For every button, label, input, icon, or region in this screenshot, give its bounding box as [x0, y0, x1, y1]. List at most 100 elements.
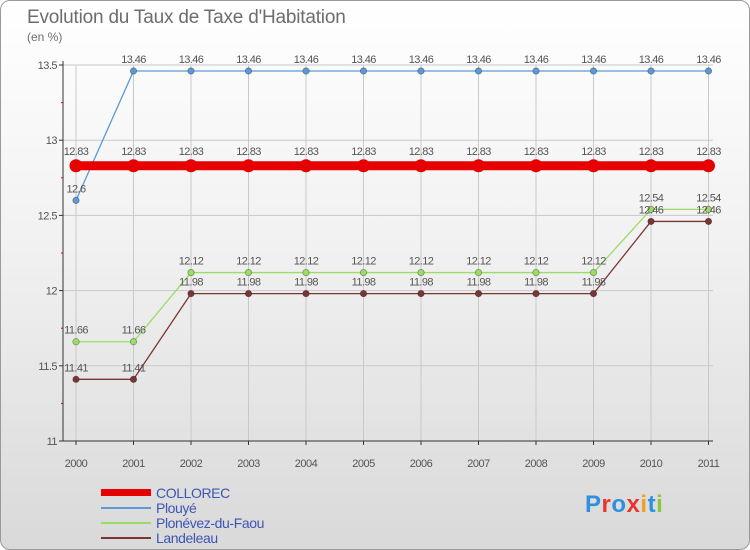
data-label: 12.83 [696, 146, 721, 158]
data-label: 12.12 [294, 256, 319, 268]
data-point [72, 196, 80, 204]
data-point [414, 159, 428, 173]
data-point [129, 338, 138, 346]
data-label: 12.83 [121, 146, 146, 158]
data-label: 13.46 [639, 54, 664, 66]
y-tick-label: 11.5 [38, 361, 57, 373]
logo-letter: t [647, 491, 657, 518]
data-label: 13.46 [409, 54, 434, 66]
data-point [417, 290, 425, 298]
legend-label: Plouyé [156, 499, 197, 516]
data-label: 12.12 [236, 256, 261, 268]
data-label: 13.46 [121, 54, 146, 66]
data-point [589, 290, 598, 298]
logo-letter: x [626, 491, 641, 518]
data-point [242, 159, 255, 173]
data-label: 12.46 [696, 204, 721, 216]
chart-title: Evolution du Taux de Taxe d'Habitation [27, 7, 346, 28]
legend-label: Plonévez-du-Faou [156, 514, 264, 531]
data-label: 11.98 [352, 277, 376, 289]
y-tick-label: 12 [46, 286, 58, 298]
data-label: 11.98 [524, 277, 548, 289]
data-point [474, 290, 483, 298]
data-point [187, 268, 195, 277]
x-tick-label: 2005 [352, 458, 375, 470]
data-label: 11.98 [409, 277, 433, 289]
y-tick-label: 11 [47, 436, 58, 448]
data-label: 12.54 [639, 192, 664, 204]
data-point [129, 375, 138, 383]
logo-letter: i [656, 491, 664, 518]
legend-swatch [101, 536, 151, 539]
data-label: 12.83 [524, 146, 549, 158]
data-point [302, 290, 310, 298]
data-label: 12.12 [524, 256, 549, 268]
x-tick-label: 2003 [237, 458, 260, 470]
data-label: 11.98 [294, 277, 318, 289]
legend-swatch [101, 521, 151, 524]
x-tick-label: 2007 [467, 458, 490, 470]
data-point [647, 205, 655, 213]
proxiti-logo: Proxiti [585, 491, 663, 519]
data-label: 13.46 [179, 54, 204, 66]
data-point [302, 67, 310, 75]
y-tick-label: 13 [46, 135, 58, 147]
data-point [704, 205, 713, 213]
x-tick-label: 2006 [410, 458, 433, 470]
data-point [474, 268, 483, 277]
logo-letter: i [640, 491, 648, 518]
data-label: 13.46 [236, 54, 261, 66]
data-point [417, 268, 425, 277]
data-point [529, 159, 543, 173]
x-tick-label: 2001 [122, 458, 145, 470]
data-point [704, 217, 713, 226]
data-label: 13.46 [524, 54, 549, 66]
data-point [647, 67, 655, 75]
data-label: 13.46 [351, 54, 376, 66]
data-label: 12.12 [466, 256, 491, 268]
data-label: 12.83 [351, 146, 376, 158]
data-label: 11.98 [179, 277, 203, 289]
x-tick-label: 2011 [698, 458, 720, 470]
data-point [532, 67, 540, 75]
data-label: 11.98 [582, 277, 606, 289]
data-label: 12.83 [294, 146, 319, 158]
data-point [532, 290, 540, 298]
data-point [187, 67, 195, 75]
data-point [417, 67, 425, 75]
x-tick-label: 2010 [640, 458, 663, 470]
data-label: 13.46 [294, 54, 319, 66]
data-point [244, 290, 253, 298]
data-label: 13.46 [696, 54, 721, 66]
series-line [76, 208, 709, 343]
data-label: 11.41 [122, 362, 146, 374]
data-point [299, 159, 313, 173]
data-point [72, 375, 80, 383]
data-label: 12.83 [639, 146, 664, 158]
data-point [359, 268, 368, 277]
data-point [72, 338, 80, 346]
data-label: 12.54 [696, 192, 721, 204]
chart-series [69, 67, 715, 383]
data-label: 11.98 [467, 277, 491, 289]
x-tick-label: 2008 [525, 458, 548, 470]
data-point [704, 67, 713, 75]
series-line [76, 220, 709, 380]
data-label: 12.83 [179, 146, 204, 158]
data-label: 13.46 [581, 54, 606, 66]
data-point [647, 217, 655, 226]
data-label: 12.12 [581, 256, 606, 268]
data-point [359, 67, 368, 75]
data-point [589, 67, 598, 75]
data-label: 11.41 [64, 362, 88, 374]
data-point [589, 268, 598, 277]
data-point [357, 159, 370, 173]
data-point [702, 159, 715, 173]
data-label: 12.83 [581, 146, 606, 158]
data-point [184, 159, 198, 173]
data-label: 12.12 [351, 256, 376, 268]
legend-item: COLLOREC [101, 485, 264, 501]
data-point [129, 67, 138, 75]
x-tick-label: 2009 [582, 458, 605, 470]
